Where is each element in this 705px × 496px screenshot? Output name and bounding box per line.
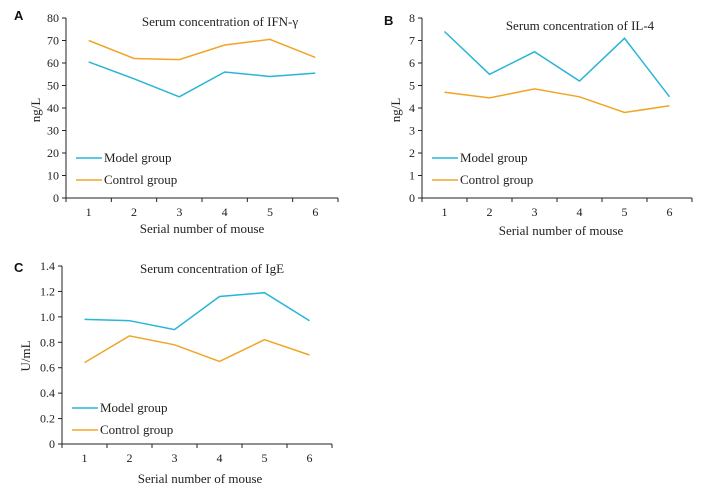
y-axis-title: ng/L — [388, 98, 403, 123]
x-axis-title: Serial number of mouse — [499, 223, 624, 238]
legend-label-model: Model group — [460, 150, 528, 165]
x-tick-label: 4 — [217, 451, 223, 465]
x-tick-label: 5 — [262, 451, 268, 465]
y-tick-label: 1.4 — [40, 259, 55, 273]
y-tick-label: 5 — [409, 79, 415, 93]
y-tick-label: 50 — [47, 79, 59, 93]
x-tick-label: 6 — [307, 451, 313, 465]
y-tick-label: 80 — [47, 11, 59, 25]
series-line-model — [84, 291, 310, 331]
x-tick-label: 1 — [82, 451, 88, 465]
x-tick-label: 5 — [622, 205, 628, 219]
y-tick-label: 8 — [409, 11, 415, 25]
y-tick-label: 1 — [409, 169, 415, 183]
y-tick-label: 0.2 — [40, 412, 55, 426]
x-tick-label: 2 — [131, 205, 137, 219]
y-axis-title: ng/L — [28, 98, 43, 123]
panel-letter-c: C — [14, 260, 24, 275]
legend-label-control: Control group — [104, 172, 177, 187]
y-tick-label: 6 — [409, 56, 415, 70]
y-tick-label: 0.4 — [40, 386, 55, 400]
chart-title: Serum concentration of IL-4 — [506, 18, 655, 33]
series-line-model — [88, 61, 316, 98]
x-tick-label: 6 — [667, 205, 673, 219]
panel-letter-a: A — [14, 8, 24, 23]
y-tick-label: 3 — [409, 124, 415, 138]
chart-title: Serum concentration of IgE — [140, 261, 284, 276]
series-line-model — [443, 30, 671, 98]
y-tick-label: 0.6 — [40, 361, 55, 375]
x-tick-label: 2 — [127, 451, 133, 465]
x-axis-title: Serial number of mouse — [140, 221, 265, 236]
legend-label-model: Model group — [104, 150, 172, 165]
y-tick-label: 1.2 — [40, 284, 55, 298]
series-line-control — [88, 38, 316, 61]
y-tick-label: 0 — [53, 191, 59, 205]
y-tick-label: 4 — [409, 101, 415, 115]
x-axis-title: Serial number of mouse — [138, 471, 263, 486]
legend-label-control: Control group — [460, 172, 533, 187]
y-tick-label: 0.8 — [40, 335, 55, 349]
x-tick-label: 2 — [487, 205, 493, 219]
x-tick-label: 3 — [532, 205, 538, 219]
x-tick-label: 3 — [172, 451, 178, 465]
y-tick-label: 30 — [47, 124, 59, 138]
y-tick-label: 2 — [409, 146, 415, 160]
y-tick-label: 40 — [47, 101, 59, 115]
y-tick-label: 1.0 — [40, 310, 55, 324]
legend-label-model: Model group — [100, 400, 168, 415]
y-tick-label: 20 — [47, 146, 59, 160]
panel-letter-b: B — [384, 13, 393, 28]
series-line-control — [84, 335, 310, 364]
legend-label-control: Control group — [100, 422, 173, 437]
x-tick-label: 1 — [442, 205, 448, 219]
y-tick-label: 70 — [47, 34, 59, 48]
y-tick-label: 0 — [49, 437, 55, 451]
y-tick-label: 7 — [409, 34, 415, 48]
chart-title: Serum concentration of IFN-γ — [142, 14, 299, 29]
series-line-control — [444, 88, 670, 114]
x-tick-label: 4 — [577, 205, 583, 219]
x-tick-label: 1 — [86, 205, 92, 219]
x-tick-label: 5 — [267, 205, 273, 219]
x-tick-label: 4 — [222, 205, 228, 219]
y-tick-label: 60 — [47, 56, 59, 70]
y-tick-label: 10 — [47, 169, 59, 183]
y-tick-label: 0 — [409, 191, 415, 205]
x-tick-label: 3 — [176, 205, 182, 219]
x-tick-label: 6 — [312, 205, 318, 219]
y-axis-title: U/mL — [18, 340, 33, 371]
